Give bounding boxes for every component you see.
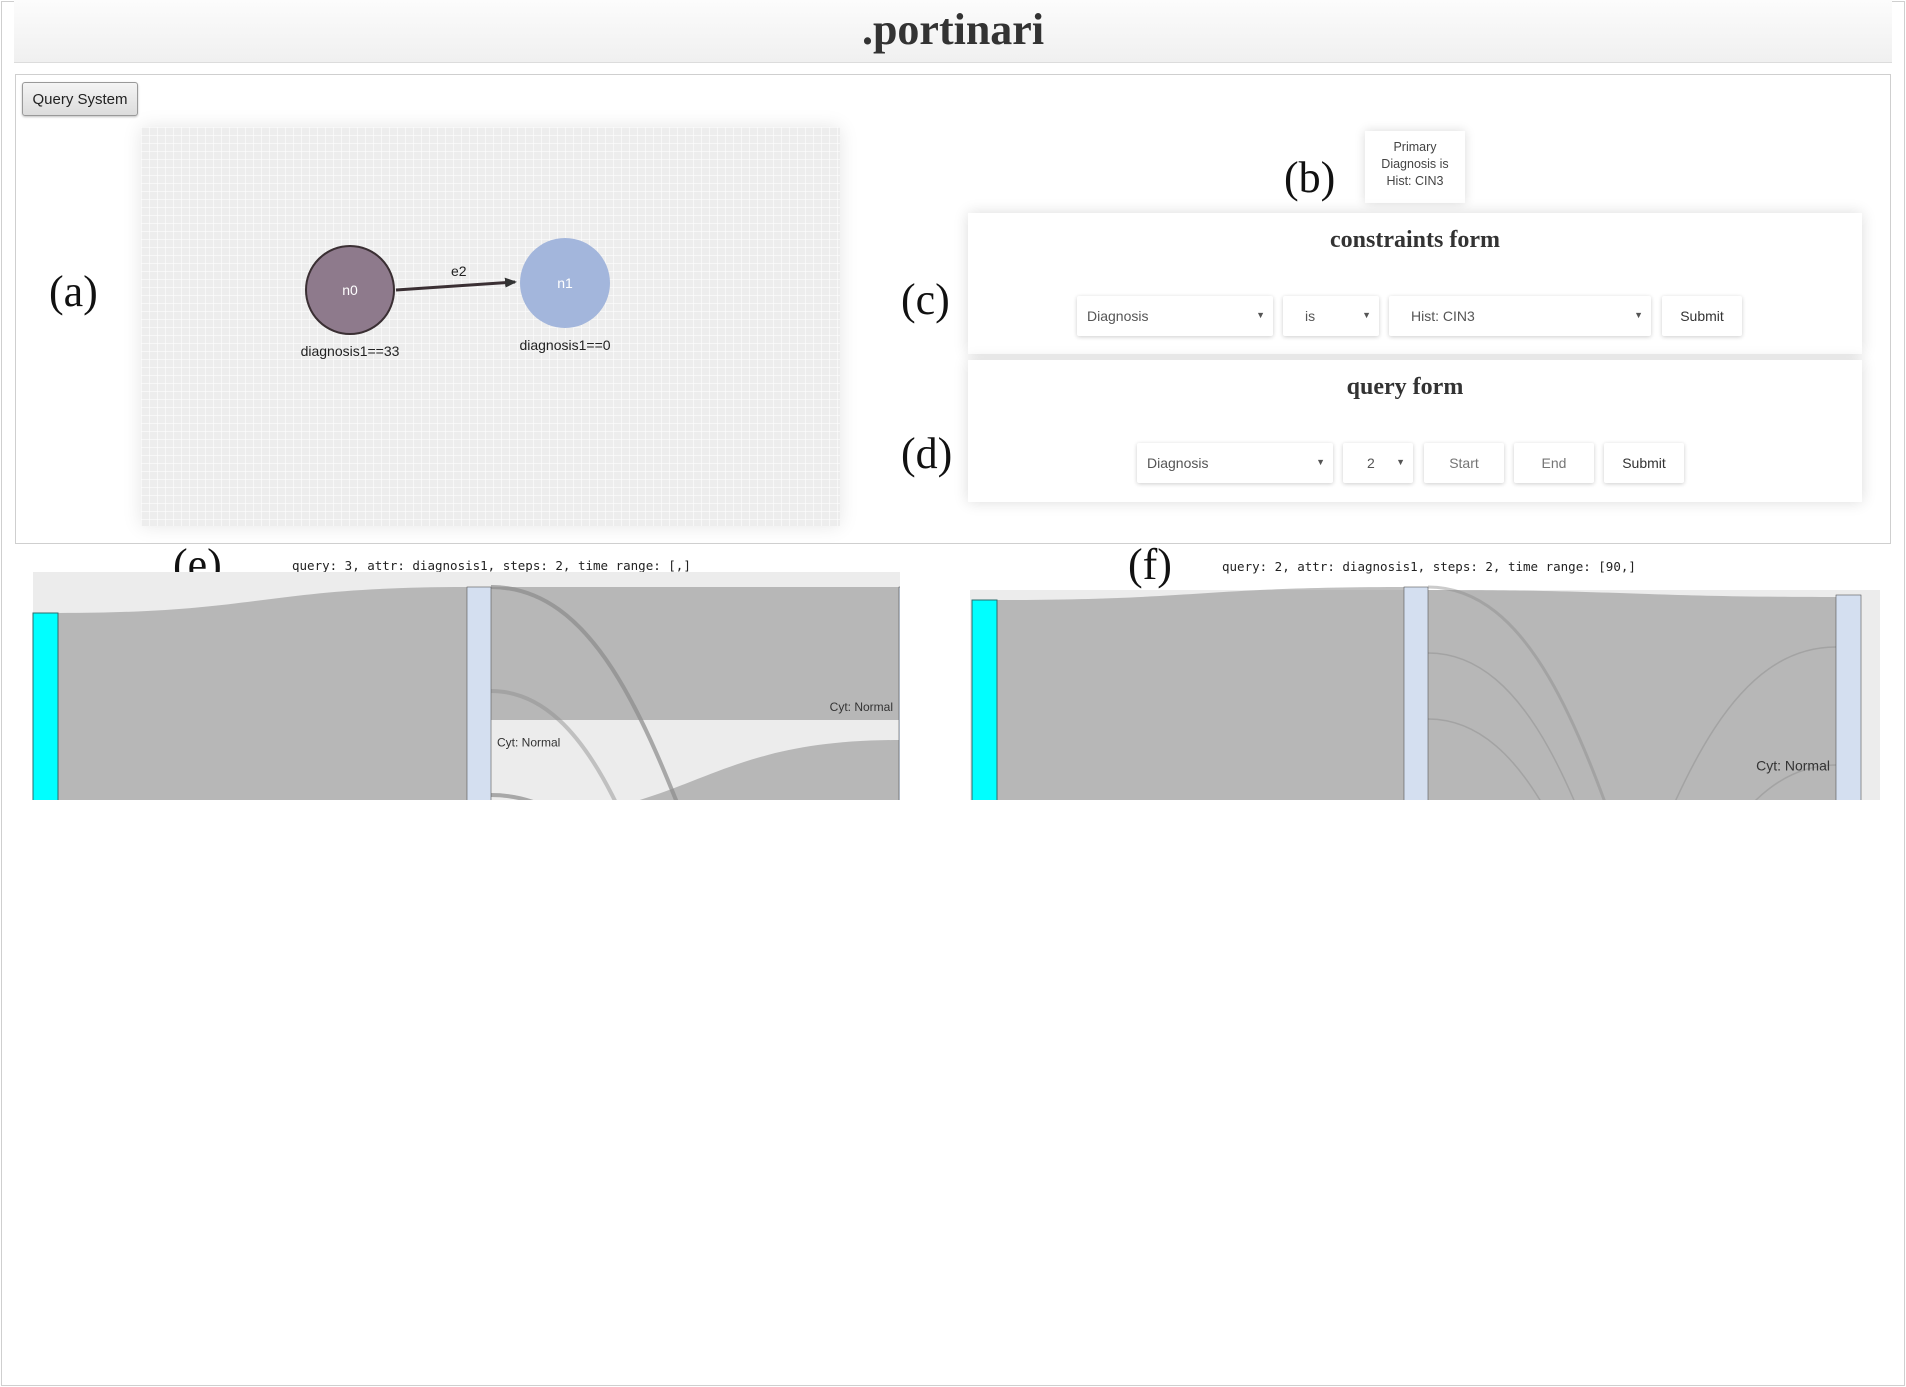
sankey-f-header: query: 2, attr: diagnosis1, steps: 2, ti… — [1222, 559, 1636, 574]
sankey-link — [1755, 764, 1837, 800]
sankey-node-label: Cyt: Normal — [497, 736, 560, 750]
chevron-down-icon: ▼ — [1396, 457, 1405, 467]
select-value: Hist: CIN3 — [1411, 308, 1475, 324]
constraint-operator-select[interactable]: is ▼ — [1283, 296, 1379, 336]
marker-b: (b) — [1284, 153, 1336, 202]
sankey-node-origin — [971, 599, 998, 800]
graph-node-n1[interactable]: n1 — [520, 238, 610, 328]
select-value: is — [1305, 308, 1316, 324]
node-id: n1 — [557, 275, 573, 291]
query-system-button[interactable]: Query System — [22, 82, 138, 116]
chevron-down-icon: ▼ — [1634, 310, 1643, 320]
chevron-down-icon: ▼ — [1256, 310, 1265, 320]
sankey-node — [1835, 594, 1862, 800]
sankey-e-header: query: 3, attr: diagnosis1, steps: 2, ti… — [292, 558, 691, 573]
sankey-link — [1428, 590, 1836, 800]
node-id: n0 — [342, 282, 358, 298]
sankey-node — [898, 586, 900, 800]
query-attribute-select[interactable]: Diagnosis ▼ — [1137, 443, 1333, 483]
sankey-link — [1427, 718, 1541, 800]
sankey-link — [490, 585, 679, 800]
sankey-node — [1403, 586, 1429, 800]
query-submit-button[interactable]: Submit — [1604, 443, 1684, 483]
query-start-input[interactable] — [1424, 443, 1504, 483]
title-bar: .portinari — [14, 0, 1892, 63]
select-value: Diagnosis — [1147, 455, 1209, 471]
constraint-value-select[interactable]: Hist: CIN3 ▼ — [1389, 296, 1651, 336]
sankey-node — [466, 586, 492, 800]
constraint-tooltip: Primary Diagnosis is Hist: CIN3 — [1365, 131, 1465, 203]
sankey-link — [1427, 652, 1575, 800]
query-form: query form Diagnosis▼ 2▼ Submit — [968, 360, 1862, 502]
constraints-form: constraints form Diagnosis ▼ is ▼ Hist: CI… — [968, 213, 1862, 354]
constraint-submit-button[interactable]: Submit — [1662, 296, 1742, 336]
select-value: 2 — [1367, 455, 1375, 471]
sankey-link — [997, 587, 1404, 800]
constraints-form-title: constraints form — [1330, 227, 1500, 253]
sankey-link — [58, 587, 467, 800]
sankey-link — [490, 585, 679, 800]
chevron-down-icon: ▼ — [1316, 457, 1325, 467]
query-steps-select[interactable]: 2 ▼ — [1343, 443, 1413, 483]
edge-label: e2 — [451, 263, 467, 279]
sankey-node-label: Cyt: Normal — [830, 700, 893, 714]
tooltip-line: Hist: CIN3 — [1386, 174, 1444, 188]
graph-edges — [395, 277, 517, 292]
query-form-title: query form — [1346, 374, 1464, 400]
sankey-link — [1427, 585, 1606, 800]
sankey-node-origin — [32, 612, 59, 800]
marker-f: (f) — [1128, 540, 1172, 589]
chevron-down-icon: ▼ — [1362, 310, 1371, 320]
app-title: .portinari — [861, 5, 1045, 54]
tooltip-line: Primary — [1393, 140, 1437, 154]
sankey-link — [491, 587, 899, 720]
node-label-n0: diagnosis1==33 — [300, 343, 400, 359]
marker-d: (d) — [901, 429, 953, 478]
constraint-attribute-select[interactable]: Diagnosis ▼ — [1077, 296, 1273, 336]
graph-node-n0[interactable]: n0 — [305, 245, 395, 335]
query-end-input[interactable] — [1514, 443, 1594, 483]
query-graph-canvas[interactable]: e2 n0 diagnosis1==33 n1 diagnosis1==0 — [141, 127, 840, 526]
marker-a: (a) — [49, 267, 98, 316]
sankey-node-label: Cyt: Normal — [1756, 758, 1830, 774]
sankey-link — [1675, 646, 1837, 800]
edge-e2[interactable] — [395, 277, 517, 292]
sankey-e-chart[interactable]: OriginCyt: NormalHPV+Hist: Unsure Benign… — [0, 0, 900, 800]
sankey-link — [639, 740, 899, 800]
tooltip-line: Diagnosis is — [1381, 157, 1449, 171]
sankey-link — [490, 689, 617, 800]
marker-c: (c) — [901, 275, 950, 324]
node-label-n1: diagnosis1==0 — [519, 337, 611, 353]
select-value: Diagnosis — [1087, 308, 1149, 324]
sankey-e-group: OriginCyt: NormalHPV+Hist: Unsure Benign… — [32, 572, 900, 800]
